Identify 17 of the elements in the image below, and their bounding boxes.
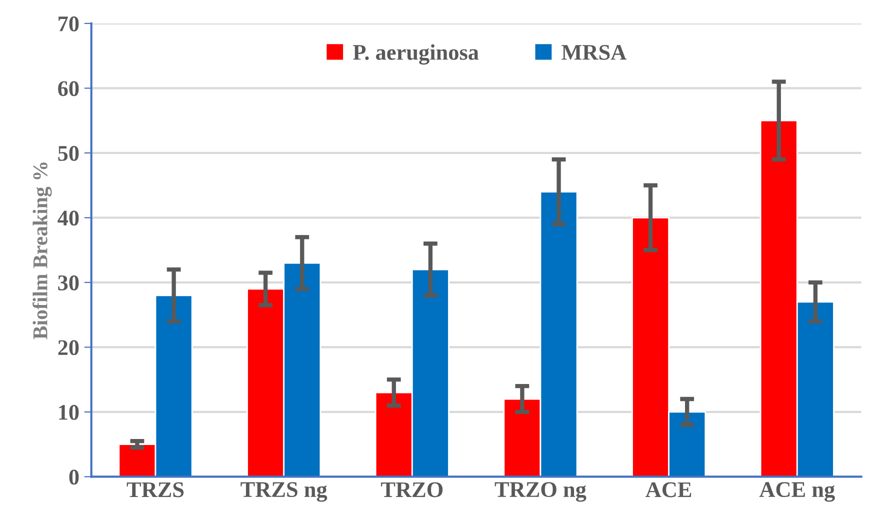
y-tick-label: 50 xyxy=(58,146,79,161)
y-tick-label: 60 xyxy=(58,81,79,96)
y-tick-label: 70 xyxy=(58,16,79,32)
y-tick-label: 30 xyxy=(58,275,79,290)
y-axis-title: Biofilm Breaking % xyxy=(32,162,52,340)
x-tick-label: ACE ng xyxy=(759,482,835,502)
x-tick-label: TRZO ng xyxy=(494,482,586,502)
y-tick-label: 0 xyxy=(69,470,79,485)
x-tick-label: ACE xyxy=(646,482,692,498)
y-tick-label: 20 xyxy=(58,340,79,356)
x-tick-label: TRZS xyxy=(126,482,184,498)
x-tick-label: TRZS ng xyxy=(240,482,328,502)
legend-label: MRSA xyxy=(562,44,627,60)
y-tick-label: 10 xyxy=(59,404,79,420)
y-tick-label: 40 xyxy=(58,210,79,226)
legend-label: P. aeruginosa xyxy=(353,44,479,65)
x-tick-label: TRZO xyxy=(381,482,443,498)
